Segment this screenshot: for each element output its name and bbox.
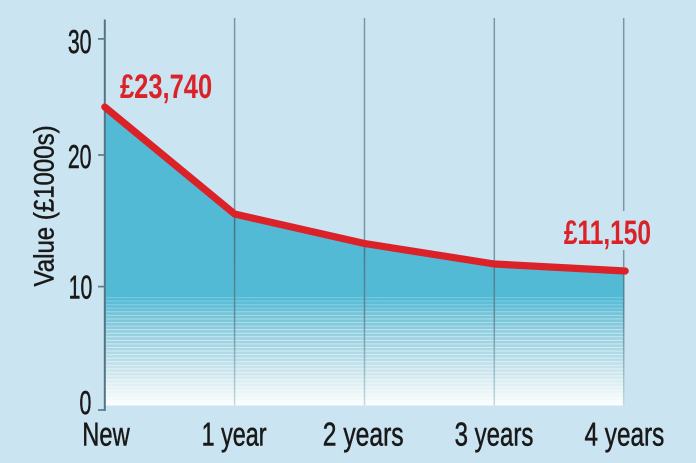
svg-text:30: 30 bbox=[68, 23, 92, 60]
svg-text:£11,150: £11,150 bbox=[564, 214, 651, 252]
svg-text:20: 20 bbox=[68, 138, 92, 175]
svg-text:1 year: 1 year bbox=[202, 416, 267, 453]
svg-text:Value (£1000s): Value (£1000s) bbox=[29, 125, 60, 286]
svg-text:New: New bbox=[82, 416, 130, 453]
svg-text:0: 0 bbox=[80, 384, 92, 421]
svg-text:4 years: 4 years bbox=[585, 416, 665, 453]
svg-text:3 years: 3 years bbox=[455, 416, 534, 453]
svg-text:2 years: 2 years bbox=[323, 416, 404, 453]
svg-text:£23,740: £23,740 bbox=[120, 68, 212, 106]
svg-text:10: 10 bbox=[69, 268, 93, 305]
